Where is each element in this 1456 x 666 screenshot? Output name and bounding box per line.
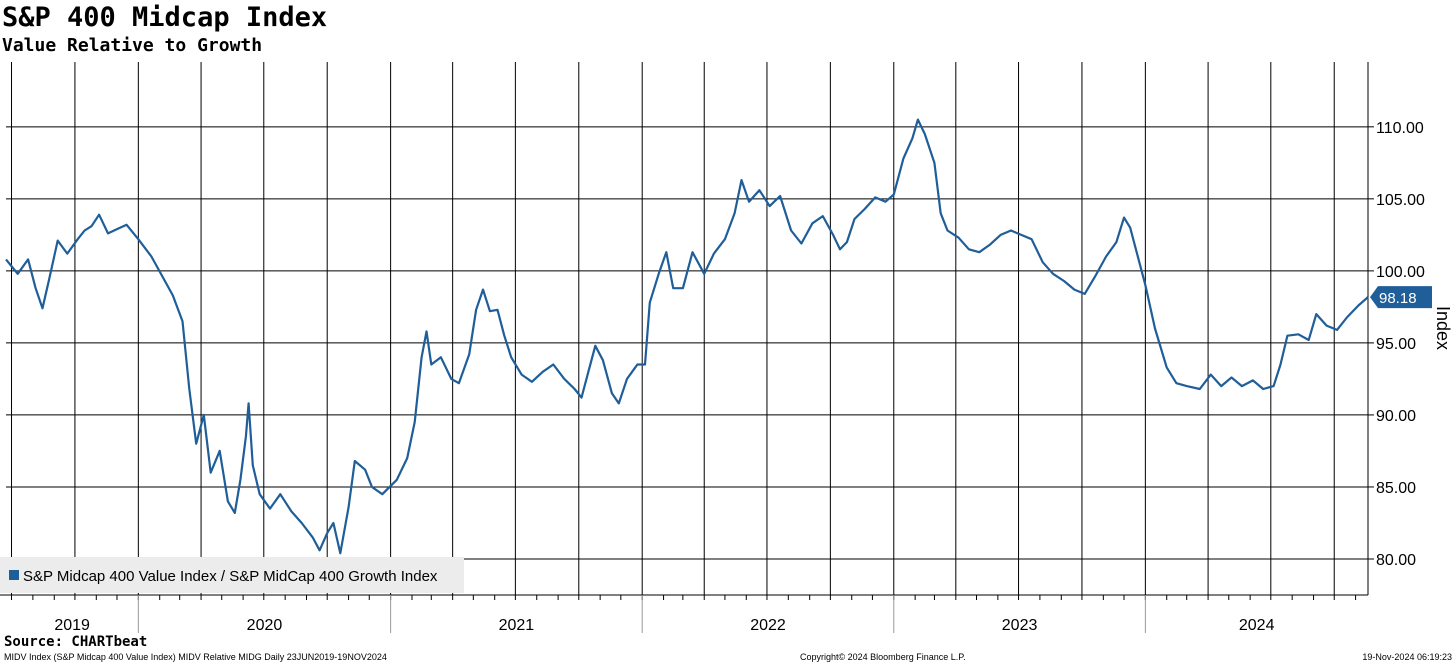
x-tick-label: 2021 bbox=[499, 617, 535, 634]
x-tick-label: 2019 bbox=[54, 617, 90, 634]
chart-title: S&P 400 Midcap Index bbox=[2, 2, 328, 33]
y-tick-label: 100.00 bbox=[1376, 264, 1425, 281]
footer-copyright: Copyright© 2024 Bloomberg Finance L.P. bbox=[800, 652, 966, 662]
y-tick-label: 85.00 bbox=[1376, 480, 1416, 497]
footer-timestamp: 19-Nov-2024 06:19:23 bbox=[1362, 652, 1452, 662]
y-axis-label: Index bbox=[1433, 306, 1453, 350]
x-tick-label: 2023 bbox=[1002, 617, 1038, 634]
x-axis: 2019 2020 2021 2022 2023 2024 bbox=[0, 594, 1368, 634]
x-tick-label: 2024 bbox=[1239, 617, 1275, 634]
y-tick-label: 105.00 bbox=[1376, 192, 1425, 209]
series-layer bbox=[5, 118, 1369, 555]
y-tick-label: 110.00 bbox=[1376, 120, 1424, 137]
y-tick-label: 95.00 bbox=[1376, 336, 1416, 353]
legend: S&P Midcap 400 Value Index / S&P MidCap … bbox=[0, 557, 464, 593]
chart-subtitle: Value Relative to Growth bbox=[2, 35, 263, 56]
footer-description: MIDV Index (S&P Midcap 400 Value Index) … bbox=[4, 652, 387, 662]
line-chart: 2019 2020 2021 2022 2023 2024 80.00 85.00 90.00… bbox=[0, 62, 1453, 634]
last-value-badge bbox=[1370, 286, 1432, 309]
legend-swatch bbox=[9, 570, 19, 580]
x-tick-label: 2020 bbox=[247, 617, 283, 634]
grid-layer bbox=[6, 62, 1368, 595]
y-axis: 80.00 85.00 90.00 95.00 100.00 105.00 110.00 98… bbox=[1367, 62, 1432, 595]
x-tick-label: 2022 bbox=[750, 617, 786, 634]
y-tick-label: 90.00 bbox=[1376, 408, 1416, 425]
legend-series-label: S&P Midcap 400 Value Index / S&P MidCap … bbox=[23, 568, 438, 585]
last-value-label: 98.18 bbox=[1379, 290, 1417, 307]
series-line bbox=[5, 118, 1369, 555]
legend-background bbox=[0, 557, 464, 593]
source-note: Source: CHARTbeat bbox=[4, 634, 148, 650]
y-tick-label: 80.00 bbox=[1376, 552, 1416, 569]
